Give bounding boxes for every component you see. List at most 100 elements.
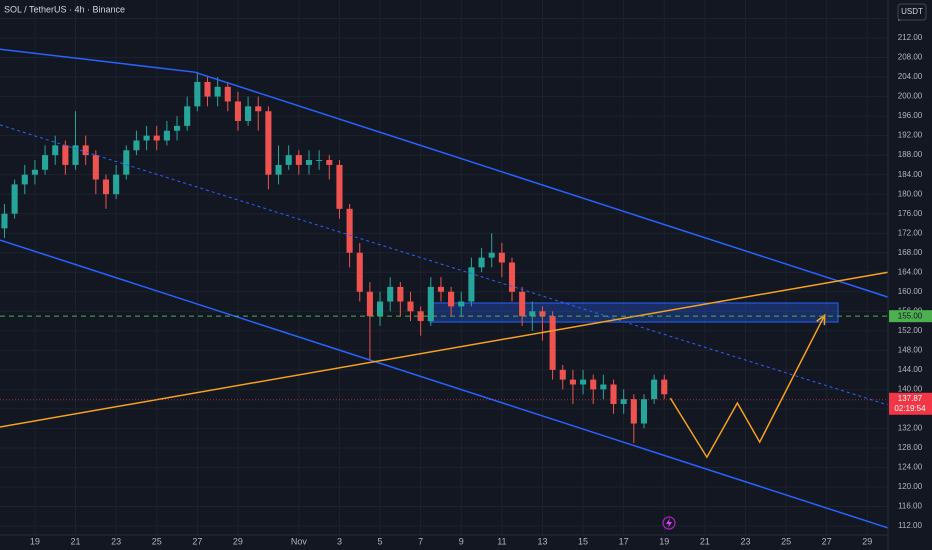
y-tick-label: 160.00 (898, 287, 923, 296)
x-tick-label: 17 (619, 536, 629, 546)
candle-body (62, 145, 69, 165)
projection (669, 314, 826, 459)
x-tick-label: 13 (537, 536, 547, 546)
candle-body (600, 384, 607, 390)
candle-body (72, 145, 79, 165)
candle-body (448, 291, 455, 307)
x-tick-label: 15 (578, 536, 588, 546)
x-tick-label: 27 (822, 536, 832, 546)
candle-body (82, 145, 89, 156)
currency-button[interactable] (897, 3, 927, 21)
candle-body (316, 160, 323, 162)
x-tick-label: 19 (30, 536, 40, 546)
y-tick-label: 180.00 (898, 189, 923, 198)
candle-body (407, 301, 414, 312)
zone (429, 302, 839, 323)
candle-body (539, 311, 546, 317)
y-tick-label: 140.00 (898, 384, 923, 393)
candle-body (610, 384, 617, 405)
candle-body (295, 155, 302, 165)
trendline (0, 271, 889, 428)
candle-body (529, 311, 536, 317)
candle-body (102, 179, 110, 195)
y-tick-label: 208.00 (898, 53, 923, 62)
y-tick-label: 176.00 (898, 209, 923, 218)
candle-body (326, 160, 333, 165)
price-label-box (889, 392, 932, 415)
events-bolt (666, 518, 672, 528)
x-tick-label: 29 (862, 536, 872, 546)
y-tick-label: 188.00 (898, 150, 923, 159)
candle-body (387, 286, 394, 302)
level-label: 155.00 (898, 311, 923, 320)
candle-body (305, 160, 313, 165)
level-label-box (889, 310, 932, 323)
y-tick-label: 116.00 (898, 502, 922, 511)
candle-body (11, 184, 18, 214)
candle-body (569, 379, 576, 385)
candle-body (245, 106, 252, 121)
price-label: 137.87 (898, 394, 923, 403)
plot (0, 48, 889, 529)
candle-body (255, 106, 262, 112)
currency-label[interactable]: USDT (901, 7, 923, 16)
y-tick-label: 144.00 (898, 365, 923, 374)
y-tick-label: 132.00 (898, 424, 923, 433)
candle-body (285, 155, 292, 165)
candle-body (356, 252, 363, 292)
mid-channel (0, 124, 889, 406)
x-tick-label: 27 (192, 536, 202, 546)
y-tick-label: 192.00 (898, 131, 923, 140)
x-tick-label: 3 (337, 536, 342, 546)
candle-body (42, 155, 49, 170)
candle-body (417, 311, 424, 322)
candle-body (123, 150, 130, 175)
y-tick-label: 152.00 (898, 326, 923, 335)
candle-body (173, 125, 181, 131)
candle-body (498, 252, 505, 263)
candle-body (234, 101, 241, 121)
candle-body (590, 379, 597, 390)
x-tick-label: 25 (781, 536, 791, 546)
x-tick-label: 5 (378, 536, 383, 546)
arrow-head (816, 313, 826, 326)
candle-body (346, 208, 353, 253)
events-icon[interactable] (662, 516, 676, 530)
y-tick-label: 128.00 (898, 443, 923, 452)
y-tick-label: 204.00 (898, 72, 923, 81)
candle-body (163, 130, 170, 141)
candle-body (397, 286, 404, 302)
candle-body (478, 257, 485, 268)
countdown-label: 02:19:54 (894, 404, 926, 413)
candle-body (184, 106, 191, 126)
candle-body (661, 379, 668, 395)
candle-body (265, 111, 272, 175)
candle-body (488, 252, 495, 258)
candle-body (113, 174, 120, 195)
candle-body (630, 399, 637, 424)
candle-body (21, 174, 28, 185)
candle-body (204, 81, 211, 97)
y-tick-label: 168.00 (898, 248, 923, 257)
candle-body (437, 286, 444, 292)
y-tick-label: 164.00 (898, 267, 923, 276)
candle-body (52, 145, 59, 156)
y-tick-label: 172.00 (898, 228, 923, 237)
y-tick-label: 112.00 (898, 521, 922, 530)
x-tick-label: 25 (152, 536, 162, 546)
candle-body (153, 135, 160, 141)
candle-body (620, 399, 627, 405)
candle-body (194, 81, 201, 107)
x-tick-label: 11 (497, 536, 506, 546)
candle-body (214, 86, 221, 97)
candle-body (549, 316, 556, 370)
x-tick-label: 21 (700, 536, 710, 546)
candle-body (559, 369, 566, 380)
chart-title: SOL / TetherUS · 4h · Binance (4, 4, 125, 14)
y-tick-label: 124.00 (898, 463, 923, 472)
y-tick-label: 120.00 (898, 482, 923, 491)
x-tick-label: 19 (659, 536, 669, 546)
